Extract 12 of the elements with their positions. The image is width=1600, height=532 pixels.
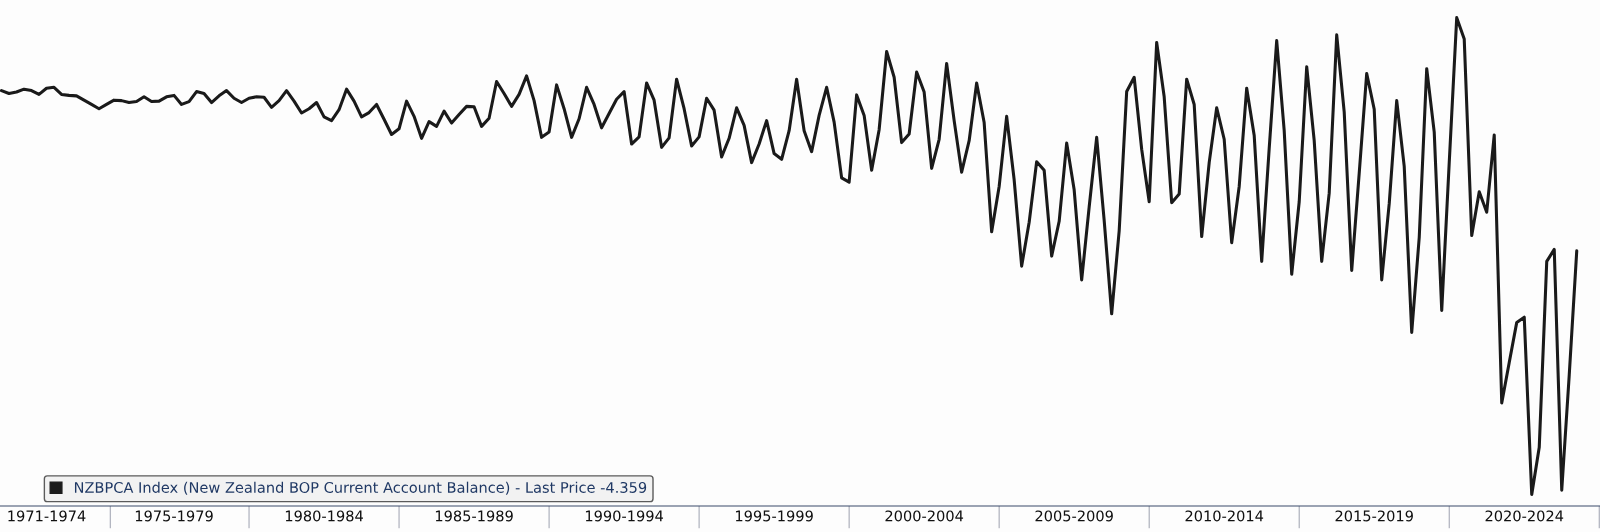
- x-tick-label: 2020-2024: [1485, 510, 1564, 522]
- x-tick-label: 2000-2004: [885, 510, 964, 522]
- x-tick-label: 1980-1984: [285, 510, 363, 522]
- x-tick-label: 1975-1979: [135, 510, 213, 522]
- x-tick-label: 1985-1989: [435, 510, 513, 522]
- x-tick-label: 1971-1974: [8, 510, 86, 522]
- legend-label: NZBPCA Index (New Zealand BOP Current Account Balance) - Last Price -4.359: [74, 481, 647, 495]
- x-tick-label: 2010-2014: [1185, 510, 1264, 522]
- x-tick-label: 2005-2009: [1035, 510, 1113, 522]
- x-tick-label: 1995-1999: [735, 510, 813, 522]
- x-tick-label: 2015-2019: [1335, 510, 1413, 522]
- x-tick-label: 1990-1994: [585, 510, 664, 522]
